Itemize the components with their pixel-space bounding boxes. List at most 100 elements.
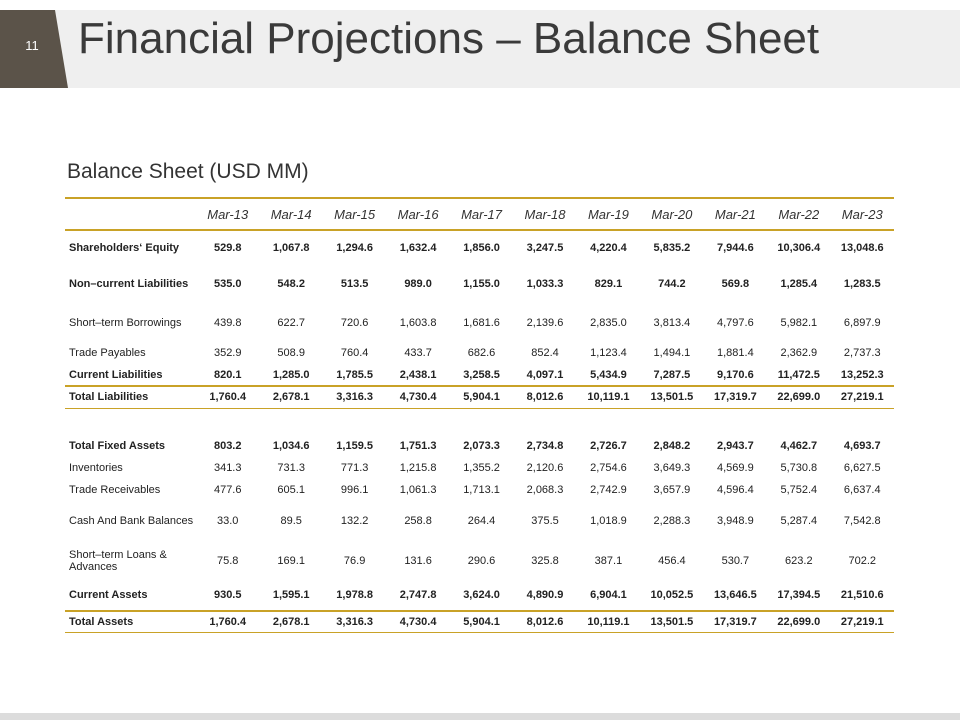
table-cell: 76.9	[343, 554, 366, 567]
table-cell: 1,603.8	[399, 317, 437, 329]
table-cell: 439.8	[213, 317, 242, 329]
column-header: Mar-15	[322, 197, 387, 231]
row-label: Cash And Bank Balances	[69, 514, 194, 527]
table-cell: 13,048.6	[840, 241, 884, 254]
table-cell: 1,785.5	[336, 368, 373, 381]
table-cell: 5,730.8	[780, 461, 818, 474]
row-label: Short–term Loans & Advances	[69, 548, 167, 573]
table-cell: 2,734.8	[526, 439, 564, 452]
header-band	[0, 10, 960, 88]
table-cell: 27,219.1	[830, 385, 894, 409]
table-cell: 10,119.1	[576, 609, 641, 633]
table-cell: 2,737.3	[843, 347, 881, 359]
table-cell: 4,462.7	[780, 439, 818, 452]
table-cell: 3,316.3	[322, 609, 387, 633]
table-cell: 325.8	[531, 554, 559, 567]
table-cell: 1,018.9	[590, 514, 627, 527]
table-cell: 513.5	[340, 278, 369, 290]
table-cell: 2,848.2	[653, 439, 691, 452]
table-cell: 4,730.4	[386, 385, 450, 409]
column-header: Mar-19	[576, 197, 641, 231]
table-cell: 771.3	[340, 461, 369, 474]
table-cell: 290.6	[467, 554, 496, 567]
table-row: Shareholders‘ Equity 529.8 1,067.8 1,294.6 1…	[65, 230, 894, 264]
column-header: Mar-14	[259, 197, 323, 231]
table-cell: 2,120.6	[526, 461, 564, 474]
row-label: Trade Payables	[69, 347, 146, 359]
page-title: Financial Projections – Balance Sheet	[78, 14, 820, 63]
table-cell: 5,287.4	[780, 514, 818, 527]
table-cell: 6,637.4	[843, 483, 881, 496]
table-cell: 2,288.3	[653, 514, 691, 527]
table-cell: 4,569.9	[717, 461, 754, 474]
table-cell: 264.4	[467, 514, 496, 527]
table-cell: 744.2	[658, 278, 686, 290]
table-cell: 1,061.3	[399, 483, 437, 496]
table-cell: 4,596.4	[717, 483, 754, 496]
column-header: Mar-21	[703, 197, 768, 231]
table-cell: 17,319.7	[703, 609, 768, 633]
table-cell: 131.6	[404, 554, 432, 567]
table-cell: 2,678.1	[259, 385, 323, 409]
table-cell: 433.7	[404, 347, 432, 359]
balance-sheet-table: Mar-13 Mar-14 Mar-15 Mar-16 Mar-17 Mar-1…	[65, 197, 894, 633]
table-row: Trade Receivables 477.6 605.1 996.1 1,061.3 1…	[65, 479, 894, 501]
table-cell: 4,693.7	[843, 439, 881, 452]
table-cell: 2,943.7	[717, 439, 754, 452]
table-cell: 4,097.1	[526, 368, 564, 381]
table-cell: 2,747.8	[399, 589, 437, 601]
table-cell: 548.2	[277, 278, 305, 290]
row-label: Trade Receivables	[69, 483, 161, 496]
table-cell: 10,306.4	[777, 241, 821, 254]
table-cell: 4,730.4	[386, 609, 450, 633]
table-cell: 2,438.1	[399, 368, 437, 381]
table-cell: 1,595.1	[272, 589, 310, 601]
header-blank	[65, 197, 196, 231]
table-cell: 258.8	[404, 514, 432, 527]
table-cell: 21,510.6	[840, 589, 884, 601]
table-cell: 829.1	[594, 278, 623, 290]
table-cell: 27,219.1	[830, 609, 894, 633]
spacer-row	[65, 408, 894, 435]
table-cell: 623.2	[785, 554, 813, 567]
table-cell: 477.6	[213, 483, 242, 496]
footer-bar	[0, 713, 960, 720]
table-cell: 3,657.9	[653, 483, 691, 496]
table-cell: 530.7	[721, 554, 750, 567]
column-header: Mar-16	[386, 197, 450, 231]
table-cell: 535.0	[213, 278, 242, 290]
table-cell: 387.1	[594, 554, 623, 567]
table-row: Cash And Bank Balances 33.0 89.5 132.2 258.8…	[65, 501, 894, 541]
table-cell: 820.1	[213, 368, 242, 381]
table-cell: 13,501.5	[640, 385, 704, 409]
table-row: Total Assets 1,760.4 2,678.1 3,316.3 4,730.4…	[65, 609, 894, 633]
table-cell: 1,285.4	[780, 278, 818, 290]
column-header: Mar-17	[449, 197, 514, 231]
table-cell: 5,904.1	[449, 385, 514, 409]
table-cell: 5,982.1	[780, 317, 818, 329]
table-cell: 4,220.4	[590, 241, 627, 254]
table-cell: 6,904.1	[590, 589, 627, 601]
table-cell: 989.0	[404, 278, 432, 290]
table-cell: 3,948.9	[717, 514, 754, 527]
table-row: Short–term Borrowings 439.8 622.7 720.6 1,60…	[65, 304, 894, 342]
table-cell: 456.4	[658, 554, 686, 567]
table-cell: 1,155.0	[463, 278, 500, 290]
table-cell: 569.8	[721, 278, 750, 290]
row-label: Shareholders‘ Equity	[69, 241, 180, 254]
table-cell: 33.0	[217, 514, 239, 527]
table-cell: 930.5	[213, 589, 242, 601]
table-row: Total Liabilities 1,760.4 2,678.1 3,316.3 4,…	[65, 385, 894, 409]
table-cell: 2,068.3	[526, 483, 564, 496]
table-cell: 1,751.3	[399, 439, 437, 452]
column-header: Mar-13	[196, 197, 260, 231]
table-cell: 352.9	[213, 347, 242, 359]
row-label: Total Fixed Assets	[69, 439, 165, 452]
table-cell: 2,362.9	[780, 347, 818, 359]
table-cell: 7,944.6	[717, 241, 754, 254]
table-cell: 1,123.4	[590, 347, 627, 359]
table-cell: 803.2	[213, 439, 242, 452]
table-cell: 5,904.1	[449, 609, 514, 633]
table-cell: 1,713.1	[463, 483, 500, 496]
table-cell: 996.1	[340, 483, 369, 496]
